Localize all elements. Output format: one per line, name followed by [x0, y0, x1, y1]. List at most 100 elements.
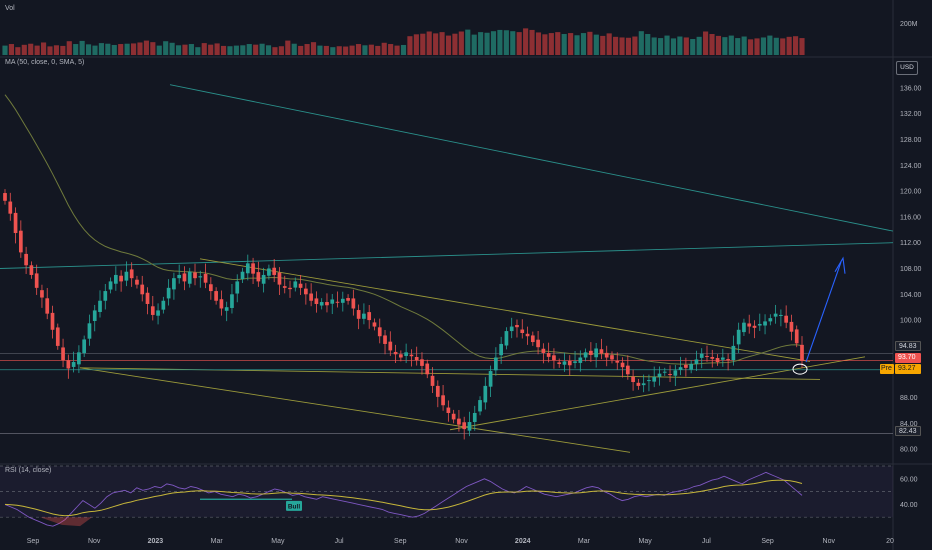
candle-body: [377, 327, 382, 337]
candle-body: [509, 326, 514, 332]
candle: [773, 304, 778, 324]
candle-body: [61, 347, 65, 361]
candle-body: [8, 201, 13, 214]
candle: [314, 291, 319, 313]
price-tick-label: 124.00: [900, 163, 922, 170]
candle: [636, 378, 641, 390]
candle: [673, 364, 678, 387]
candle: [209, 277, 213, 300]
candle-body: [520, 329, 525, 333]
candle: [113, 266, 118, 291]
volume-bar: [452, 33, 458, 55]
x-tick-label: May: [271, 538, 285, 545]
volume-bar: [703, 31, 709, 55]
candle: [414, 346, 419, 366]
candle: [699, 348, 704, 369]
candle: [40, 284, 44, 308]
candle-body: [124, 271, 129, 281]
volume-bar: [201, 43, 207, 55]
volume-bar: [330, 47, 336, 55]
volume-bar: [478, 32, 484, 55]
currency-button[interactable]: USD: [896, 61, 918, 75]
highlight-circle: [792, 363, 808, 375]
candle-body: [562, 361, 567, 365]
candle-body: [794, 329, 799, 344]
candle: [689, 360, 694, 374]
candle: [615, 352, 620, 370]
candle: [604, 345, 609, 367]
volume-bar: [208, 44, 214, 55]
candle: [372, 318, 377, 331]
candle-body: [631, 376, 635, 383]
candle: [119, 270, 123, 292]
candle-body: [441, 395, 445, 406]
volume-bar: [105, 43, 111, 55]
candle-body: [578, 357, 583, 363]
volume-bar: [21, 44, 27, 55]
candle-body: [536, 339, 540, 348]
volume-bar: [143, 40, 149, 55]
candle: [557, 358, 562, 368]
candle: [193, 263, 197, 286]
volume-bar: [73, 44, 79, 55]
candle-body: [98, 300, 102, 312]
candle: [488, 365, 493, 397]
candle: [457, 409, 461, 432]
x-tick-label: Jul: [702, 538, 711, 545]
candle: [499, 336, 503, 364]
volume-bar: [606, 33, 612, 55]
candle-body: [451, 413, 456, 420]
candle-body: [272, 267, 277, 275]
candle: [161, 296, 166, 314]
volume-bar: [259, 43, 265, 55]
volume-bar: [683, 37, 689, 55]
volume-bar: [291, 43, 297, 55]
candle-body: [3, 193, 7, 201]
volume-bar: [677, 36, 683, 55]
candle: [441, 384, 445, 411]
candle-body: [251, 263, 255, 274]
candle: [198, 270, 203, 288]
volume-bar: [8, 44, 14, 55]
volume-bar: [368, 44, 374, 55]
x-tick-label: 2024: [515, 538, 531, 545]
candle-body: [435, 385, 440, 397]
candle-body: [768, 318, 773, 322]
price-tick-label: 108.00: [900, 266, 922, 273]
volume-bar: [645, 34, 651, 55]
volume-bar: [696, 36, 702, 55]
candle-body: [288, 287, 292, 290]
pre-market-badge: 93.27: [895, 364, 921, 374]
candle-body: [293, 281, 298, 288]
volume-bar: [2, 45, 8, 55]
candle-body: [414, 356, 419, 361]
candle-body: [29, 265, 34, 275]
candle-body: [92, 310, 97, 322]
candle: [150, 295, 155, 321]
candle-body: [409, 354, 414, 357]
pre-market-tag: Pre: [880, 364, 894, 374]
volume-bar: [445, 35, 452, 55]
candle: [124, 261, 129, 287]
candle: [140, 275, 145, 302]
candle-body: [599, 349, 604, 354]
trendline-horizontal-resistance: [0, 242, 894, 269]
candle-body: [388, 341, 393, 351]
volume-bar: [355, 44, 362, 55]
candle: [267, 264, 271, 280]
candle-body: [779, 314, 783, 316]
candle-body: [726, 359, 730, 361]
candle-body: [18, 230, 23, 253]
candle: [494, 347, 498, 376]
candle: [18, 220, 23, 258]
candle: [573, 351, 577, 369]
projection-arrow-head: [834, 256, 846, 274]
volume-bar: [561, 34, 567, 55]
volume-bar: [169, 42, 175, 55]
candle: [383, 329, 387, 355]
candle: [145, 287, 150, 315]
volume-bar: [118, 44, 124, 55]
candle: [578, 350, 583, 372]
volume-bar: [188, 44, 194, 55]
